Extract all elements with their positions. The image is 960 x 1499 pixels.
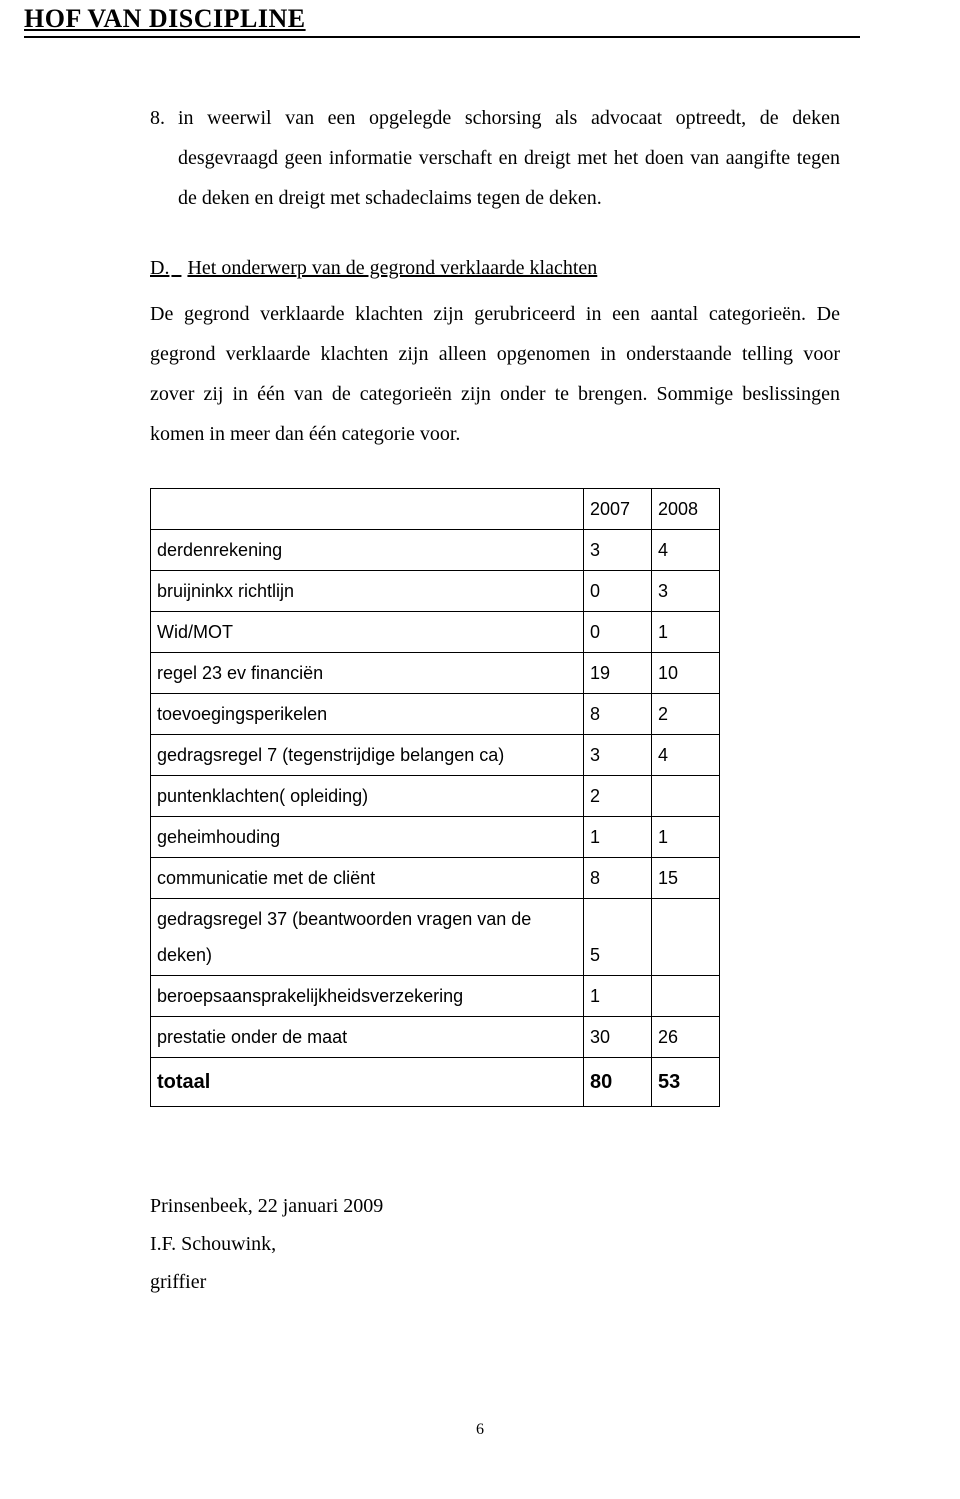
row-val-2008: 10 [652,653,720,694]
row-label: gedragsregel 7 (tegenstrijdige belangen … [151,735,584,776]
row-val-2007: 3 [584,530,652,571]
table-row: prestatie onder de maat 30 26 [151,1017,720,1058]
row-label: geheimhouding [151,817,584,858]
section-separator [169,257,187,279]
table-header-row: 2007 2008 [151,489,720,530]
categories-table: 2007 2008 derdenrekening 3 4 bruijninkx … [150,488,720,1107]
row-val-2008: 4 [652,735,720,776]
row-val-2007: 1 [584,817,652,858]
document-body: 8. in weerwil van een opgelegde schorsin… [150,98,840,1301]
table-header-2008: 2008 [652,489,720,530]
signer-name: I.F. Schouwink, [150,1225,840,1263]
total-2008: 53 [652,1058,720,1107]
row-val-2008: 15 [652,858,720,899]
row-label: puntenklachten( opleiding) [151,776,584,817]
document-header: HOF VAN DISCIPLINE [24,4,860,38]
total-2007: 80 [584,1058,652,1107]
row-val-2007: 8 [584,858,652,899]
row-val-2007: 8 [584,694,652,735]
table-total-row: totaal 80 53 [151,1058,720,1107]
row-label: gedragsregel 37 (beantwoorden vragen van… [151,899,584,976]
table-row: regel 23 ev financiën 19 10 [151,653,720,694]
signature-block: Prinsenbeek, 22 januari 2009 I.F. Schouw… [150,1187,840,1301]
row-val-2008: 1 [652,817,720,858]
table-row: derdenrekening 3 4 [151,530,720,571]
list-text: in weerwil van een opgelegde schorsing a… [178,98,840,218]
row-label: communicatie met de cliënt [151,858,584,899]
row-val-2007: 1 [584,976,652,1017]
page-number: 6 [0,1421,960,1439]
row-val-2008: 3 [652,571,720,612]
row-val-2007: 0 [584,571,652,612]
place-date: Prinsenbeek, 22 januari 2009 [150,1187,840,1225]
row-label: bruijninkx richtlijn [151,571,584,612]
row-val-2007: 0 [584,612,652,653]
document-title: HOF VAN DISCIPLINE [24,4,306,33]
row-val-2007: 5 [584,899,652,976]
row-val-2008 [652,776,720,817]
section-d-paragraph: De gegrond verklaarde klachten zijn geru… [150,294,840,454]
row-label: beroepsaansprakelijkheidsverzekering [151,976,584,1017]
section-d-heading: D. Het onderwerp van de gegrond verklaar… [150,248,840,288]
row-val-2008: 26 [652,1017,720,1058]
table-row: geheimhouding 1 1 [151,817,720,858]
row-val-2007: 2 [584,776,652,817]
row-val-2007: 30 [584,1017,652,1058]
table-row: gedragsregel 7 (tegenstrijdige belangen … [151,735,720,776]
table-row: puntenklachten( opleiding) 2 [151,776,720,817]
row-val-2008: 4 [652,530,720,571]
row-val-2008: 1 [652,612,720,653]
table-header-blank [151,489,584,530]
section-label: D. [150,257,169,279]
row-val-2007: 19 [584,653,652,694]
row-label: prestatie onder de maat [151,1017,584,1058]
row-val-2007: 3 [584,735,652,776]
list-number: 8. [150,98,178,218]
list-item-8: 8. in weerwil van een opgelegde schorsin… [150,98,840,218]
table-row: Wid/MOT 0 1 [151,612,720,653]
row-val-2008: 2 [652,694,720,735]
row-val-2008 [652,899,720,976]
table-row: beroepsaansprakelijkheidsverzekering 1 [151,976,720,1017]
row-label: regel 23 ev financiën [151,653,584,694]
total-label: totaal [151,1058,584,1107]
table-header-2007: 2007 [584,489,652,530]
row-label: toevoegingsperikelen [151,694,584,735]
row-val-2008 [652,976,720,1017]
signer-role: griffier [150,1263,840,1301]
table-row: bruijninkx richtlijn 0 3 [151,571,720,612]
table-row: communicatie met de cliënt 8 15 [151,858,720,899]
table-row: toevoegingsperikelen 8 2 [151,694,720,735]
row-label: Wid/MOT [151,612,584,653]
table-row: gedragsregel 37 (beantwoorden vragen van… [151,899,720,976]
section-title: Het onderwerp van de gegrond verklaarde … [187,257,597,279]
row-label: derdenrekening [151,530,584,571]
